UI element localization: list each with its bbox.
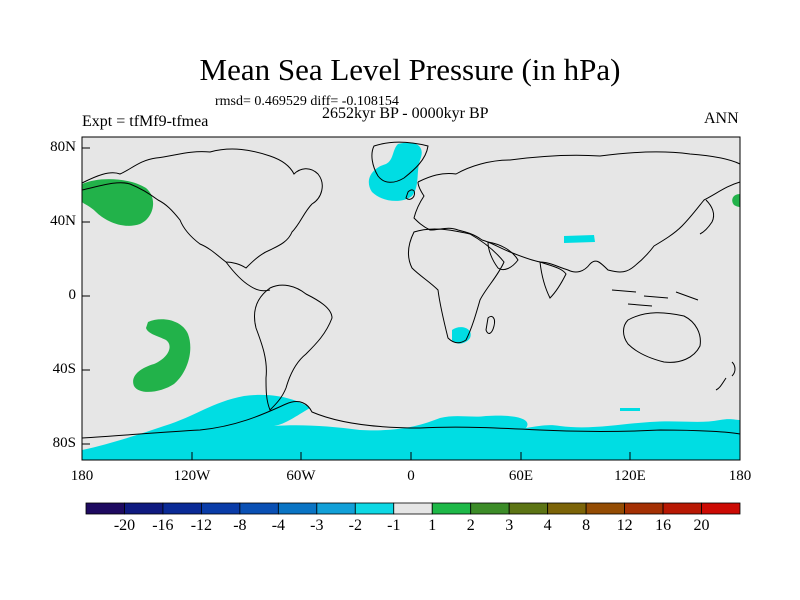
colorbar-label: 16 — [655, 517, 672, 534]
colorbar-label: 20 — [693, 517, 710, 534]
colorbar-label: 4 — [543, 517, 552, 534]
colorbar-label: -12 — [190, 517, 213, 534]
colorbar-box — [393, 502, 433, 515]
colorbar-box — [124, 502, 164, 515]
colorbar-box — [162, 502, 202, 515]
greenland-coast — [371, 141, 429, 183]
colorbar-label: -1 — [387, 517, 401, 534]
colorbar-label: 12 — [616, 517, 633, 534]
colorbar-label: 3 — [505, 517, 514, 534]
south-pacific-positive — [133, 319, 191, 392]
colorbar-box — [470, 502, 510, 515]
period-label: 2652kyr BP - 0000kyr BP — [322, 105, 489, 122]
lon-label-180w: 180 — [70, 468, 94, 484]
colorbar-box — [547, 502, 587, 515]
indonesia-coast — [611, 289, 699, 307]
new-zealand-coast — [715, 361, 736, 391]
colorbar-label: -3 — [310, 517, 324, 534]
lat-label-40s: 40S — [52, 361, 76, 377]
madagascar-coast — [485, 315, 495, 334]
axis-ticks — [81, 147, 741, 460]
colorbar-label: 8 — [582, 517, 591, 534]
colorbar-box — [354, 502, 395, 515]
positive-anomaly-regions — [82, 179, 740, 392]
colorbar-box — [701, 502, 741, 515]
colorbar-label: 2 — [466, 517, 475, 534]
lat-label-40n: 40N — [50, 213, 76, 229]
stats-label: rmsd= 0.469529 diff= -0.108154 — [215, 94, 399, 109]
central-america-coast — [225, 261, 271, 292]
coastlines — [81, 141, 741, 439]
season-label: ANN — [704, 110, 739, 127]
colorbar-box — [239, 502, 279, 515]
colorbar-label: -4 — [271, 517, 286, 534]
arabia-coast — [487, 241, 519, 271]
colorbar-box — [662, 502, 702, 515]
south-america-coast — [254, 284, 333, 411]
colorbar-box — [431, 502, 472, 515]
lon-label-0: 0 — [407, 468, 415, 484]
colorbar-box — [585, 502, 625, 515]
colorbar-box — [201, 502, 241, 515]
lon-label-120w: 120W — [173, 468, 211, 484]
lon-label-180e: 180 — [728, 468, 752, 484]
north-america-coast — [81, 148, 323, 269]
australia-coast — [623, 312, 701, 363]
eurasia-coast — [413, 151, 741, 273]
colorbar-label: -2 — [348, 517, 362, 534]
north-pacific-positive — [82, 179, 154, 226]
lat-label-80s: 80S — [52, 435, 76, 451]
central-asia-negative — [564, 235, 595, 243]
british-isles-coast — [405, 189, 415, 200]
colorbar-box — [85, 502, 125, 515]
colorbar-box — [624, 502, 664, 515]
south-indian-ocean-negative — [620, 408, 640, 411]
japan-coast — [699, 199, 715, 235]
africa-coast — [407, 228, 505, 344]
lat-label-80n: 80N — [50, 139, 76, 155]
north-atlantic-negative — [368, 142, 422, 201]
colorbar-box — [508, 502, 549, 515]
antarctica-coast — [81, 401, 741, 439]
india-coast — [539, 261, 567, 299]
colorbar-box — [316, 502, 356, 515]
experiment-label: Expt = tfMf9-tfmea — [82, 113, 209, 130]
colorbar — [85, 502, 741, 515]
colorbar-label: 1 — [428, 517, 437, 534]
colorbar-label: -8 — [233, 517, 247, 534]
map-title: Mean Sea Level Pressure (in hPa) — [199, 52, 621, 87]
lon-label-60e: 60E — [508, 468, 534, 484]
lon-label-60w: 60W — [286, 468, 316, 484]
lon-label-120e: 120E — [614, 468, 646, 484]
colorbar-box — [277, 502, 318, 515]
japan-positive — [732, 194, 740, 207]
lat-label-0: 0 — [68, 287, 77, 303]
colorbar-label: -16 — [152, 517, 174, 534]
colorbar-label: -20 — [113, 517, 136, 534]
